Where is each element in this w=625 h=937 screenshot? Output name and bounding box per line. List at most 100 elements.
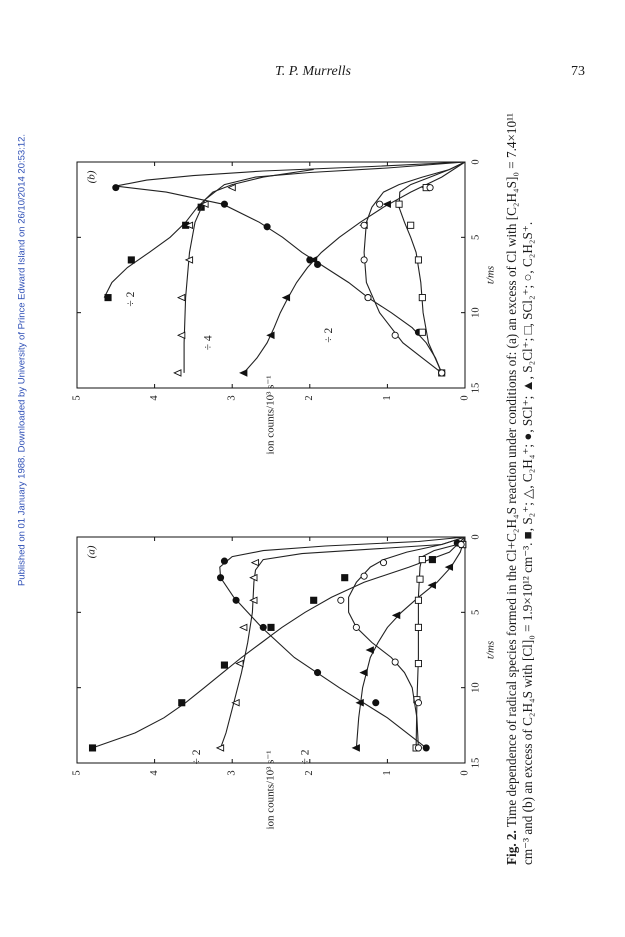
series-curve-circle-open: [363, 161, 466, 374]
y-tick-label: 1: [382, 395, 393, 400]
scale-annotation: ÷ 4: [203, 335, 215, 350]
data-point-triangle-open: [176, 331, 186, 340]
x-axis-label: t/ms: [485, 266, 497, 284]
x-tick-label: 10: [470, 307, 481, 318]
plot-frame: [76, 161, 466, 389]
series-curve-triangle-open: [220, 536, 466, 749]
data-point-square-open: [418, 328, 426, 336]
series-curve-square-open: [415, 536, 466, 748]
y-tick-label: 1: [382, 770, 393, 775]
data-point-circle-filled: [263, 223, 271, 231]
y-axis-label: ion counts/10³ s⁻¹: [265, 375, 277, 454]
scale-annotation: ÷ 2: [191, 749, 203, 764]
data-point-triangle-filled: [239, 369, 248, 377]
data-point-triangle-open: [200, 200, 209, 208]
page-header: T. P. Murrells 73: [255, 64, 585, 84]
series-curve-square-filled: [92, 536, 466, 749]
page-number: 73: [571, 64, 585, 79]
data-point-circle-open: [360, 572, 368, 580]
data-point-triangle-filled: [308, 256, 318, 264]
y-tick-label: 5: [71, 770, 82, 775]
scale-annotation: ÷ 2: [323, 328, 335, 343]
data-point-circle-filled: [217, 574, 225, 582]
data-point-square-filled: [104, 294, 112, 302]
data-point-triangle-open: [231, 698, 240, 707]
data-point-triangle-open: [249, 573, 258, 582]
data-point-circle-filled: [112, 184, 120, 192]
data-point-circle-filled: [372, 699, 380, 707]
data-point-triangle-filled: [427, 581, 436, 590]
data-point-circle-open: [414, 744, 422, 752]
data-point-circle-filled: [422, 744, 430, 752]
data-point-square-open: [414, 660, 422, 668]
x-tick-label: 5: [470, 610, 481, 615]
x-tick-label: 10: [470, 682, 481, 693]
data-point-square-open: [418, 294, 426, 302]
y-tick-label: 4: [149, 395, 160, 401]
data-point-triangle-filled: [382, 200, 391, 208]
y-tick-label: 4: [149, 770, 160, 776]
data-point-square-open: [414, 596, 422, 604]
y-tick-label: 0: [459, 770, 470, 775]
y-tick-label: 2: [304, 770, 315, 775]
series-curve-circle-filled: [115, 161, 466, 374]
data-point-square-open: [418, 556, 426, 564]
data-point-square-filled: [310, 596, 318, 604]
series-curve-circle-open: [348, 536, 466, 748]
caption-label: Fig. 2.: [504, 830, 519, 865]
y-tick-label: 0: [459, 395, 470, 400]
data-point-circle-open: [414, 699, 422, 707]
data-point-circle-open: [426, 184, 434, 192]
data-point-triangle-open: [173, 369, 182, 377]
y-tick-label: 5: [71, 395, 82, 400]
data-point-triangle-filled: [281, 293, 291, 302]
data-point-triangle-filled: [391, 611, 401, 620]
data-point-square-filled: [88, 744, 97, 752]
data-point-square-filled: [178, 699, 186, 707]
x-tick-label: 15: [470, 758, 481, 769]
scale-annotation: ÷ 2: [300, 749, 312, 764]
data-point-circle-open: [391, 658, 399, 666]
x-axis-label: t/ms: [485, 641, 497, 659]
series-curve-triangle-filled: [243, 161, 466, 374]
data-point-square-filled: [428, 556, 436, 564]
data-point-square-open: [414, 623, 422, 631]
y-tick-label: 3: [227, 770, 238, 775]
data-point-square-filled: [127, 256, 135, 264]
data-point-square-filled: [267, 623, 275, 631]
data-point-triangle-open: [176, 293, 186, 302]
caption-text: Time dependence of radical species forme…: [504, 112, 535, 865]
x-tick-label: 5: [470, 235, 481, 240]
running-head-author: T. P. Murrells: [275, 64, 351, 79]
data-point-triangle-open: [239, 623, 248, 632]
x-tick-label: 0: [470, 534, 481, 539]
data-point-triangle-filled: [365, 646, 374, 654]
data-point-circle-filled: [259, 623, 267, 631]
data-point-triangle-filled: [351, 744, 360, 752]
data-point-triangle-filled: [359, 668, 368, 677]
panel-label: (a): [86, 545, 98, 558]
data-point-circle-open: [360, 221, 368, 229]
data-point-circle-open: [360, 256, 368, 264]
data-point-circle-open: [376, 200, 384, 208]
data-point-triangle-open: [227, 183, 236, 192]
data-point-square-open: [407, 221, 415, 229]
x-tick-label: 15: [470, 383, 481, 394]
y-tick-label: 3: [227, 395, 238, 400]
data-point-circle-open: [379, 559, 388, 567]
x-tick-label: 0: [470, 159, 481, 164]
data-point-circle-filled: [314, 669, 322, 677]
y-axis-label: ion counts/10³ s⁻¹: [265, 750, 277, 829]
plot-frame: [76, 536, 466, 764]
data-point-triangle-filled: [444, 563, 454, 571]
data-point-triangle-open: [215, 744, 225, 752]
data-point-circle-filled: [220, 557, 228, 565]
figure-caption: Fig. 2. Time dependence of radical speci…: [504, 95, 536, 865]
data-point-triangle-open: [235, 659, 244, 668]
data-point-circle-filled: [232, 596, 240, 604]
data-point-circle-open: [364, 294, 372, 302]
data-point-square-open: [414, 256, 422, 264]
y-tick-label: 2: [304, 395, 315, 400]
